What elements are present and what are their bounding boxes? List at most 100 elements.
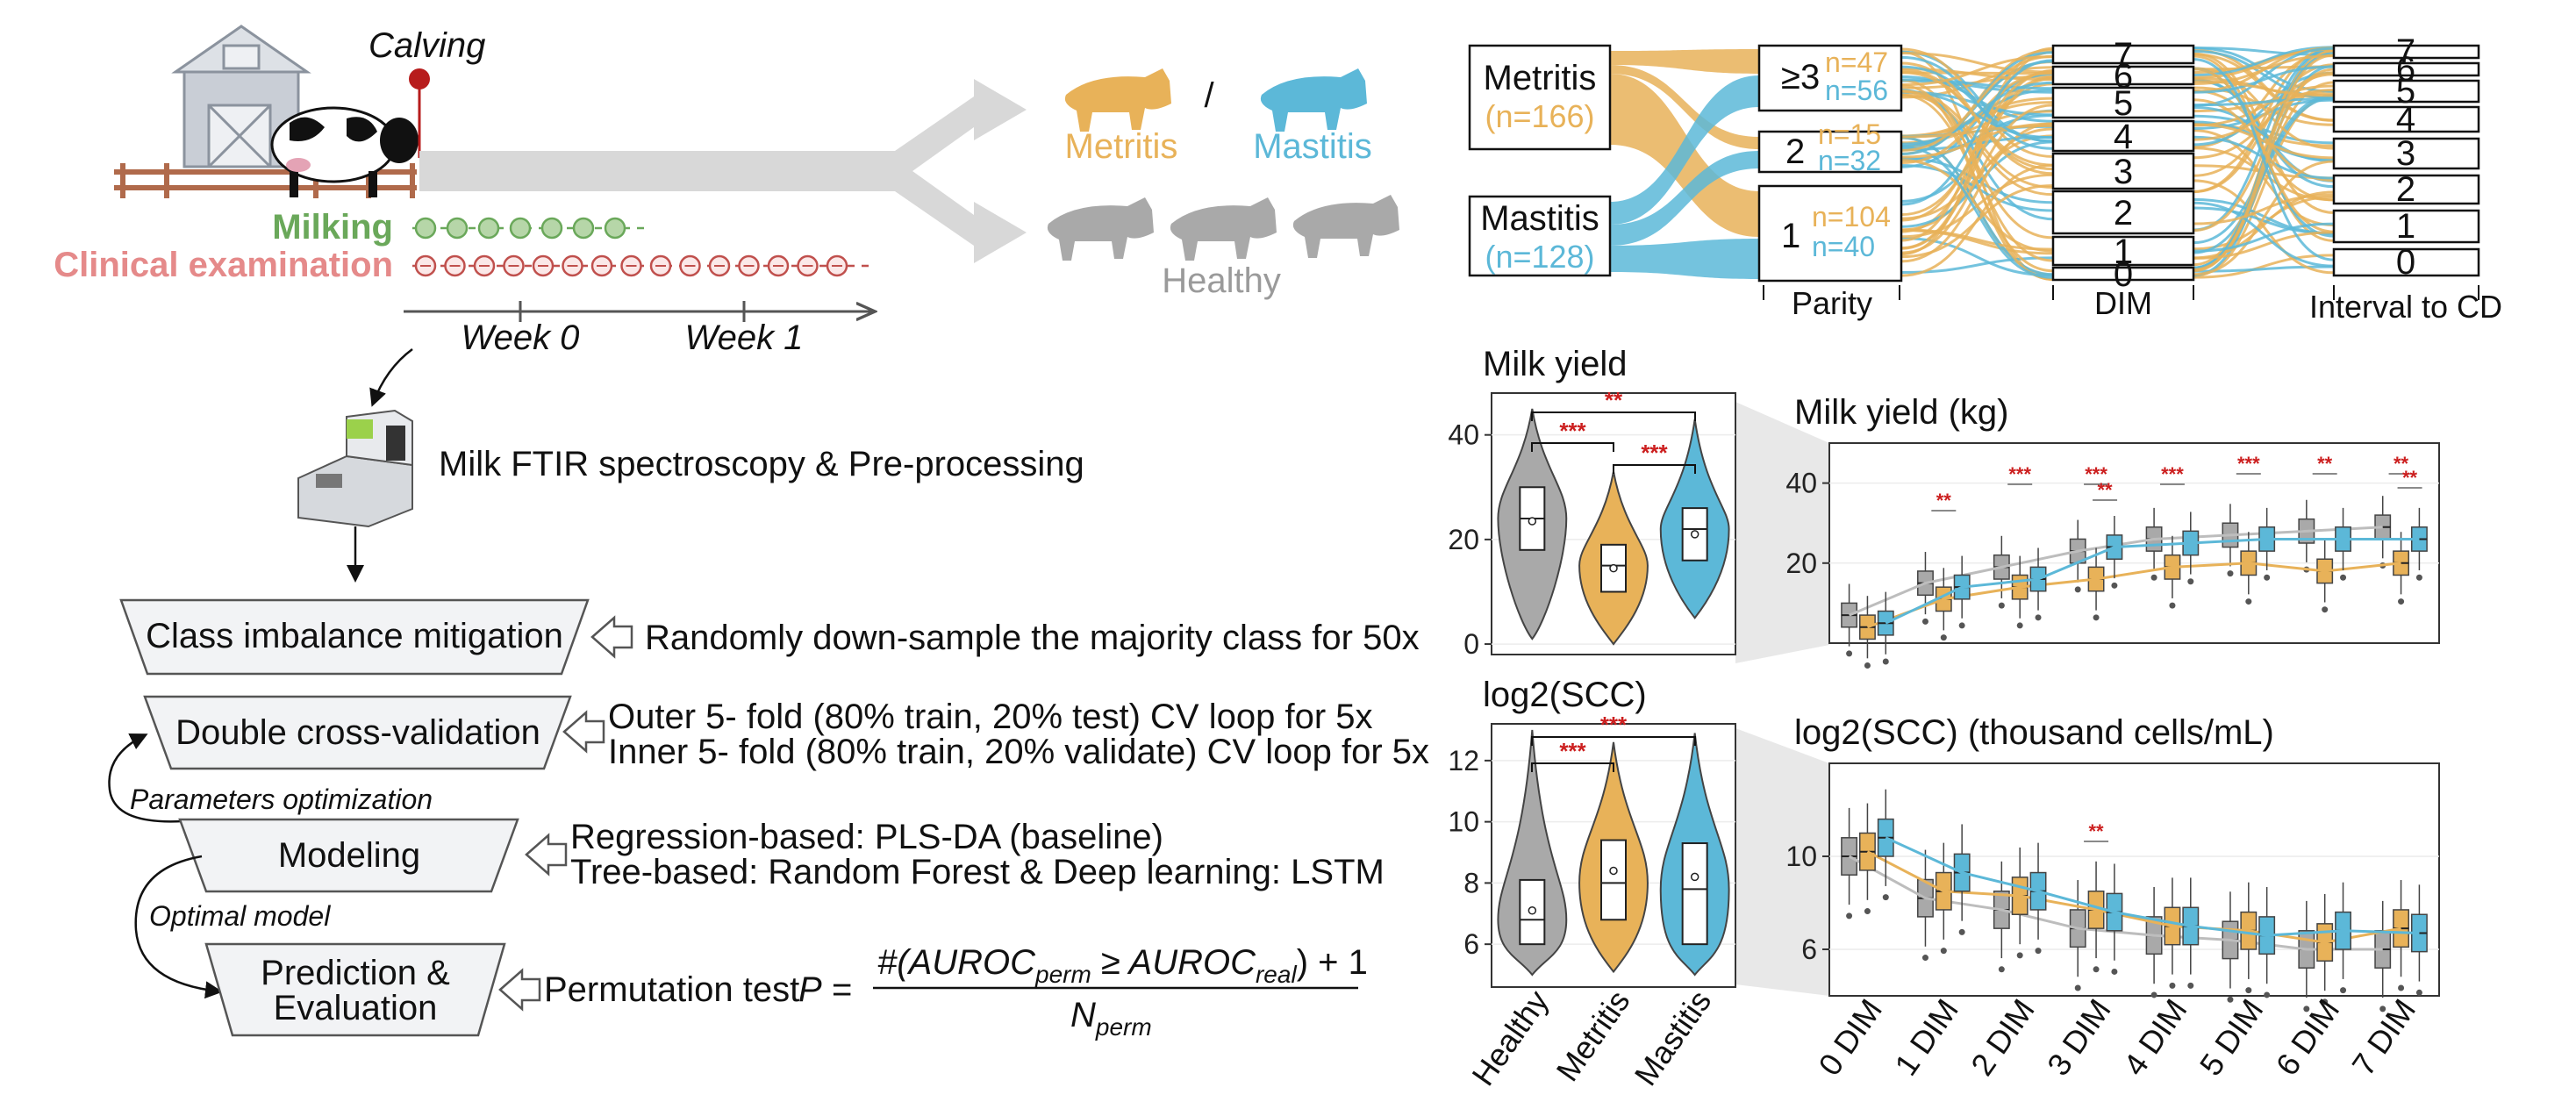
box-x-label: 5 DIM [2193,992,2271,1082]
healthy-cow-icon-2 [1170,197,1277,261]
flow-dim-cd [2193,65,2335,94]
metritis-outcome-label: Metritis [1065,127,1178,166]
box-outlier [1921,618,1928,625]
flow-parity-dim [1900,163,2054,212]
violin-y-tick-label: 8 [1463,867,1479,898]
calving-pin-head [409,68,430,89]
permutation-test-label: Permutation test [544,970,799,1009]
violin-title: Milk yield [1483,345,1627,383]
violin-y-tick-label: 6 [1463,928,1479,960]
violin-y-tick-label: 12 [1448,745,1479,776]
step-class-imbalance-label: Class imbalance mitigation [146,617,563,655]
step-prediction-label-line2: Evaluation [274,989,438,1027]
violin-healthy [1497,729,1568,977]
cd-node-label-7: 7 [2396,32,2415,71]
flow-dim-cd [2193,231,2335,260]
milking-dot [540,217,563,240]
cd-node-label-6: 6 [2396,50,2415,89]
sig-box2-dim3: ** [2089,820,2105,842]
flow-metritis-p3 [1610,49,1759,74]
milking-dots [414,217,626,240]
box-outlier [2093,966,2100,973]
box-x-label: 6 DIM [2269,992,2347,1082]
box-x-label: 0 DIM [1811,992,1889,1082]
sig-box1-dim3: *** [2085,463,2107,485]
flow-parity-dim [1900,75,2054,123]
box-outlier [2379,1005,2386,1013]
flow-dim-cd [2193,105,2335,163]
clinical-examination-label: Clinical examination [54,246,393,284]
flow-parity-dim [1900,78,2054,90]
box-x-label: 2 DIM [1964,992,2042,1082]
violin-mean-metritis [1609,866,1618,876]
flow-dim-cd [2193,97,2335,107]
loop-model-arrow [134,855,223,999]
box-outlier [2187,578,2194,585]
box-outlier [2150,991,2157,998]
box-outlier [1864,908,1871,915]
flow-parity-dim [1900,78,2054,262]
formula-eq: = [832,970,852,1009]
violin-box-mastitis [1681,842,1708,946]
healthy-cow-icon-3 [1292,195,1399,258]
cd-node-6 [2332,61,2480,77]
box-outlier [2035,614,2042,621]
step-prediction-box [204,942,506,1037]
parity-3plus-metritis-n: n=47 [1825,47,1888,78]
sig-box1-dim3b: ** [2098,479,2114,501]
dim-node-4 [2051,119,2195,153]
box-outlier [2398,984,2405,991]
cd-node-label-5: 5 [2396,72,2415,111]
violin-x-label-metritis: Metritis [1549,984,1636,1088]
flow-mastitis-p1 [1610,239,1759,279]
sig-box1-dim6: ** [2317,453,2333,475]
sankey-flows [1610,46,2425,282]
violin-y-tick-label: 20 [1448,524,1479,555]
sig-box1-dim2: *** [2008,463,2031,485]
violin-mean-mastitis [1690,872,1699,882]
box-outlier [2245,598,2252,605]
box-outlier [2093,614,2100,621]
flow-parity-dim [1900,65,2054,143]
parity-1-level: 1 [1781,217,1800,255]
parity-1-metritis-n: n=104 [1812,201,1891,233]
flow-dim-cd [2193,123,2335,160]
barn-icon [171,25,311,168]
dim-node-5 [2051,86,2195,119]
sig-scc-h-me-bracket [1531,762,1614,772]
cd-node-1 [2332,209,2480,244]
sankey-metritis-name: Metritis [1484,59,1597,97]
violin-mean-mastitis [1690,530,1699,539]
dim-node-label-1: 1 [2114,233,2133,271]
flow-dim-cd [2193,96,2335,254]
cd-node-label-3: 3 [2396,134,2415,173]
outcome-flow-arrow [419,79,1027,263]
box-outlier [2322,606,2329,613]
box-outlier [2415,989,2422,996]
sig-box1-dim7: ** [2394,453,2409,475]
sig-milk-h-me-label: *** [1559,418,1586,444]
box-outlier [2074,984,2081,991]
box-outlier [1846,650,1853,657]
cd-node-5 [2332,79,2480,104]
box-outlier [2340,574,2347,581]
step-double-cv-desc-outer: Outer 5- fold (80% train, 20% test) CV l… [608,698,1373,736]
milking-dot [604,217,626,240]
box-x-label: 3 DIM [2040,992,2118,1082]
box-outlier [1958,928,1965,935]
violin-mean-healthy [1528,906,1537,915]
box-outlier [1958,622,1965,629]
sig-scc-h-ma-bracket [1531,736,1696,746]
sig-milk-h-ma-bracket [1531,411,1696,421]
sig-scc-h-ma-label: *** [1600,712,1628,738]
box-outlier [2035,948,2042,955]
box-x-label: 7 DIM [2344,992,2422,1082]
flow-parity-dim [1900,55,2054,87]
box-outlier [1864,662,1871,669]
dim-node-3 [2051,152,2195,190]
step-double-cv-desc-inner: Inner 5- fold (80% train, 20% validate) … [608,733,1429,771]
